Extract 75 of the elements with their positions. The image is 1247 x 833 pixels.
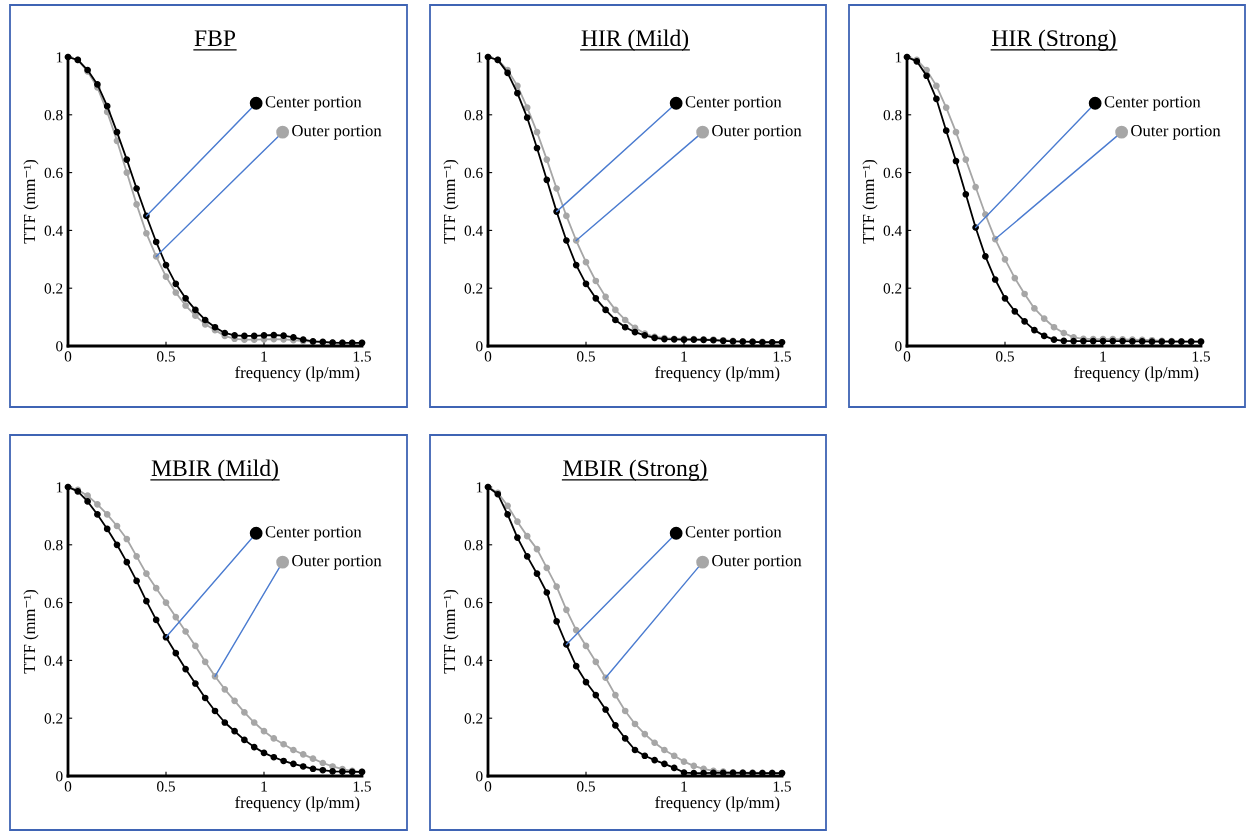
x-axis-title: frequency (lp/mm) xyxy=(235,796,360,812)
chart-title: MBIR (Strong) xyxy=(563,459,707,481)
x-tick-label: 0 xyxy=(903,351,911,362)
y-tick-label: 1 xyxy=(56,482,63,493)
legend-label: Center portion xyxy=(685,96,782,111)
chart-title: HIR (Mild) xyxy=(581,29,689,51)
legend-label: Center portion xyxy=(265,96,362,111)
y-tick-label: 0 xyxy=(476,771,483,782)
legend-label: Outer portion xyxy=(292,555,382,570)
x-tick-label: 1.5 xyxy=(353,351,371,362)
x-tick-label: 0.5 xyxy=(157,351,175,362)
y-tick-label: 0.4 xyxy=(464,655,483,666)
y-tick-label: 0.8 xyxy=(44,109,63,121)
x-tick-label: 1 xyxy=(681,351,687,362)
y-tick-label: 1 xyxy=(895,52,902,63)
x-tick-label: 1.5 xyxy=(353,781,371,792)
chart-title: FBP xyxy=(194,30,236,46)
y-tick-label: 1 xyxy=(56,52,63,63)
legend-label: Outer portion xyxy=(1131,125,1221,140)
x-tick-label: 0.5 xyxy=(577,781,595,792)
x-tick-label: 1 xyxy=(261,781,267,792)
y-tick-label: 0.2 xyxy=(464,283,483,294)
y-tick-label: 1 xyxy=(476,52,483,63)
y-tick-label: 0.2 xyxy=(883,283,902,294)
y-tick-label: 0.8 xyxy=(44,539,63,551)
x-tick-label: 1 xyxy=(1100,351,1106,362)
y-tick-label: 0.6 xyxy=(464,167,483,179)
y-tick-label: 0.6 xyxy=(44,167,63,179)
x-tick-label: 1.5 xyxy=(773,781,791,792)
y-axis-title: TTF (mm⁻¹) xyxy=(862,159,878,244)
x-tick-label: 0 xyxy=(64,781,72,792)
y-tick-label: 0.4 xyxy=(464,225,483,236)
y-tick-label: 1 xyxy=(476,482,483,493)
x-tick-label: 0.5 xyxy=(577,351,595,362)
y-tick-label: 0.2 xyxy=(44,283,63,294)
y-tick-label: 0.4 xyxy=(44,225,63,236)
y-axis-title: TTF (mm⁻¹) xyxy=(23,159,39,244)
x-tick-label: 1 xyxy=(681,781,687,792)
x-tick-label: 1.5 xyxy=(773,351,791,362)
x-axis-title: frequency (lp/mm) xyxy=(235,366,360,382)
y-tick-label: 0.6 xyxy=(44,597,63,609)
y-tick-label: 0.4 xyxy=(44,655,63,666)
y-tick-label: 0.6 xyxy=(464,597,483,609)
y-axis-title: TTF (mm⁻¹) xyxy=(443,159,459,244)
legend-label: Outer portion xyxy=(292,125,382,140)
x-tick-label: 0 xyxy=(484,351,492,362)
x-tick-label: 0 xyxy=(64,351,72,362)
legend-label: Outer portion xyxy=(712,555,802,570)
y-tick-label: 0 xyxy=(56,771,63,782)
x-tick-label: 1 xyxy=(261,351,267,362)
y-tick-label: 0 xyxy=(476,341,483,352)
y-tick-label: 0 xyxy=(56,341,63,352)
y-axis-title: TTF (mm⁻¹) xyxy=(23,589,39,674)
legend-label: Center portion xyxy=(685,526,782,541)
legend-label: Center portion xyxy=(265,526,362,541)
y-tick-label: 0.6 xyxy=(883,167,902,179)
legend-label: Outer portion xyxy=(712,125,802,140)
y-tick-label: 0.8 xyxy=(464,109,483,121)
y-axis-title: TTF (mm⁻¹) xyxy=(443,589,459,674)
x-tick-label: 1.5 xyxy=(1192,351,1210,362)
y-tick-label: 0 xyxy=(895,341,902,352)
y-tick-label: 0.8 xyxy=(883,109,902,121)
legend-label: Center portion xyxy=(1104,96,1201,111)
chart-title: MBIR (Mild) xyxy=(151,459,278,481)
y-tick-label: 0.4 xyxy=(883,225,902,236)
x-axis-title: frequency (lp/mm) xyxy=(1074,366,1199,382)
y-tick-label: 0.2 xyxy=(44,713,63,724)
x-tick-label: 0.5 xyxy=(157,781,175,792)
chart-title: HIR (Strong) xyxy=(992,29,1116,51)
y-tick-label: 0.8 xyxy=(464,539,483,551)
x-axis-title: frequency (lp/mm) xyxy=(655,796,780,812)
x-tick-label: 0.5 xyxy=(996,351,1014,362)
y-tick-label: 0.2 xyxy=(464,713,483,724)
x-axis-title: frequency (lp/mm) xyxy=(655,366,780,382)
x-tick-label: 0 xyxy=(484,781,492,792)
